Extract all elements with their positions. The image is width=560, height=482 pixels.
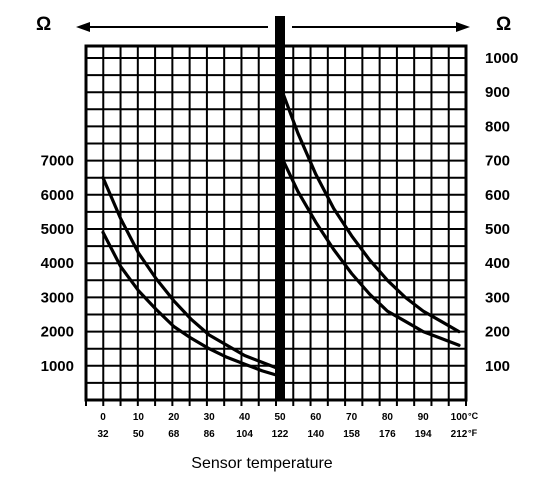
- x-axis-label: Sensor temperature: [191, 455, 333, 472]
- bottom-axis-ticks: 0 32 10 50 20 68 30 86 40 104 50 122 60 140 70 158 80 176…: [97, 411, 478, 440]
- axis-direction-arrows: [76, 22, 470, 32]
- fahrenheit-unit-label: °F: [468, 428, 478, 438]
- fahrenheit-tick-label: 212: [451, 429, 468, 440]
- left-tick-label: 5000: [41, 221, 74, 238]
- celsius-tick-label: 100: [451, 412, 468, 423]
- celsius-tick-label: 10: [133, 412, 145, 423]
- celsius-tick-label: 40: [239, 412, 251, 423]
- right-tick-label: 400: [485, 255, 510, 272]
- celsius-tick-label: 50: [274, 412, 286, 423]
- right-tick-label: 500: [485, 221, 510, 238]
- series-line-4: [278, 152, 461, 347]
- fahrenheit-tick-label: 140: [307, 429, 324, 440]
- fahrenheit-tick-label: 158: [343, 429, 360, 440]
- fahrenheit-tick-label: 176: [379, 429, 396, 440]
- right-tick-label: 300: [485, 289, 510, 306]
- left-tick-label: 3000: [41, 289, 74, 306]
- right-tick-label: 200: [485, 324, 510, 341]
- right-tick-label: 700: [485, 153, 510, 170]
- celsius-tick-label: 0: [100, 412, 106, 423]
- fahrenheit-tick-label: 50: [133, 429, 145, 440]
- series-line-3: [278, 83, 461, 334]
- left-tick-label: 2000: [41, 324, 74, 341]
- fahrenheit-tick-label: 104: [236, 429, 253, 440]
- right-axis-ticks: 1000 900 800 700 600 500 400 300 200 100: [485, 50, 518, 375]
- celsius-tick-label: 80: [382, 412, 394, 423]
- center-divider: [275, 16, 285, 400]
- series-line-1: [101, 176, 282, 371]
- fahrenheit-tick-label: 86: [204, 429, 216, 440]
- left-tick-label: 6000: [41, 187, 74, 204]
- left-tick-label: 7000: [41, 153, 74, 170]
- right-tick-label: 900: [485, 84, 510, 101]
- celsius-tick-label: 90: [418, 412, 430, 423]
- resistance-curves: [101, 83, 461, 378]
- fahrenheit-tick-label: 122: [272, 429, 289, 440]
- right-tick-label: 600: [485, 187, 510, 204]
- right-tick-label: 100: [485, 358, 510, 375]
- fahrenheit-tick-label: 32: [97, 429, 109, 440]
- right-axis-unit: Ω: [496, 14, 511, 35]
- fahrenheit-tick-label: 68: [168, 429, 180, 440]
- plot-frame: [84, 16, 468, 406]
- series-line-2: [101, 230, 282, 378]
- celsius-tick-label: 70: [346, 412, 358, 423]
- left-axis-unit: Ω: [36, 14, 51, 35]
- celsius-tick-label: 20: [168, 412, 180, 423]
- left-tick-label: 4000: [41, 255, 74, 272]
- left-tick-label: 1000: [41, 358, 74, 375]
- right-tick-label: 800: [485, 118, 510, 135]
- celsius-unit-label: °C: [468, 411, 479, 421]
- left-axis-ticks: 7000 6000 5000 4000 3000 2000 1000: [41, 153, 74, 375]
- right-tick-label: 1000: [485, 50, 518, 67]
- right-arrow-head: [456, 22, 470, 32]
- fahrenheit-tick-label: 194: [415, 429, 432, 440]
- left-arrow-head: [76, 22, 90, 32]
- celsius-tick-label: 30: [204, 412, 216, 423]
- celsius-tick-label: 60: [310, 412, 322, 423]
